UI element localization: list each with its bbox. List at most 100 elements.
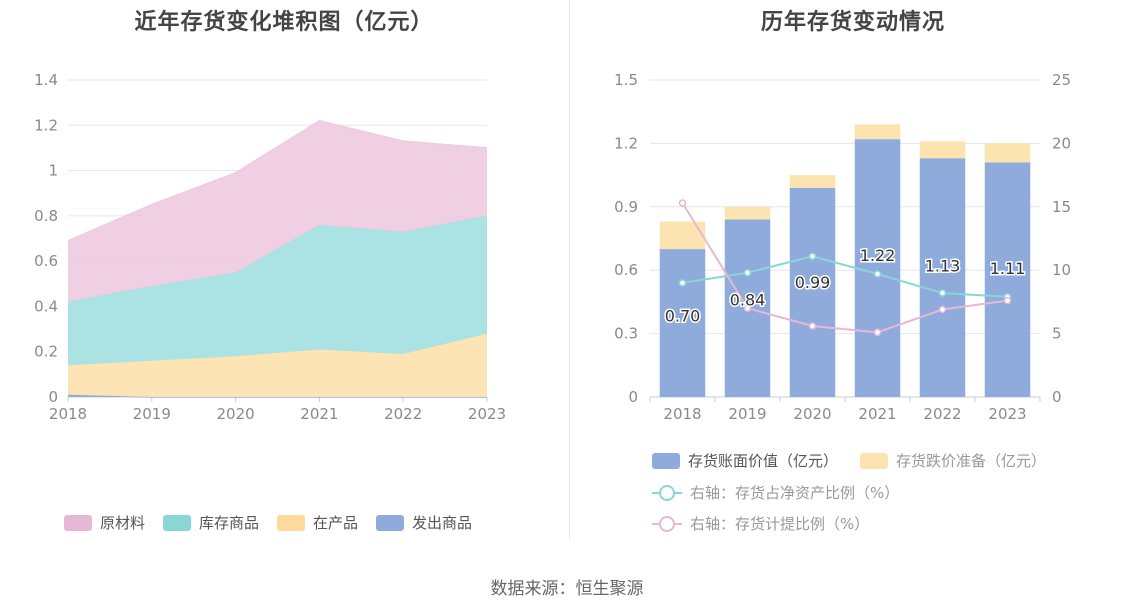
y-left-tick-label: 0.3 [614,325,638,343]
x-tick-label: 2023 [988,405,1026,423]
bar-provision [854,124,901,140]
bar-data-label: 1.13 [925,257,961,276]
y-left-tick-label: 1.5 [614,71,638,89]
y-left-tick-label: 0.9 [614,198,638,216]
legend-label: 发出商品 [412,514,473,532]
y-tick-label: 0.4 [34,297,58,315]
right-chart-title: 历年存货变动情况 [760,10,945,35]
y-right-tick-label: 5 [1052,325,1062,343]
line-point [808,252,817,261]
bar-book-value [854,139,901,397]
y-tick-label: 1.4 [34,71,58,89]
line-point [743,304,752,312]
legend-swatch [64,514,92,531]
y-right-tick-label: 0 [1052,388,1062,406]
bar-data-label: 1.22 [860,246,896,265]
right-legend-line-2: 右轴：存货计提比例（%） [652,513,891,534]
bar-provision [724,206,771,220]
x-tick-label: 2020 [217,405,255,423]
left-chart-panel: 近年存货变化堆积图（亿元） 0 0.2 0.4 0.6 0.8 1 1.2 1.4 2018 20… [0,0,568,545]
y-tick-label: 1 [48,162,58,180]
y-tick-label: 0 [48,388,58,406]
legend-swatch [652,515,682,532]
line-point [873,270,882,278]
legend-item[interactable]: 在产品 [277,512,358,533]
x-tick-label: 2019 [728,405,766,423]
line-point [808,322,817,330]
line-point [678,279,687,287]
bar-book-value [919,158,966,397]
legend-label: 存货账面价值（亿元） [688,452,839,470]
y-tick-label: 0.8 [34,207,58,225]
right-legend-bars: 存货账面价值（亿元） 存货跌价准备（亿元） [652,450,1068,471]
legend-swatch [652,484,682,501]
bar-provision [659,221,706,250]
legend-item[interactable]: 发出商品 [376,512,472,533]
right-legend-line-1: 右轴：存货占净资产比例（%） [652,482,921,503]
x-tick-label: 2023 [468,405,506,423]
area-4 [68,120,487,302]
line-point [678,199,687,207]
left-chart-title: 近年存货变化堆积图（亿元） [134,10,434,35]
bar-data-label: 0.84 [730,290,766,309]
legend-item[interactable]: 库存商品 [163,512,259,533]
legend-item[interactable]: 右轴：存货占净资产比例（%） [652,482,899,503]
bar-book-value [789,187,836,397]
bar-data-label: 1.11 [990,259,1026,278]
line-point [743,268,752,277]
y-right-tick-label: 20 [1052,134,1071,152]
legend-item[interactable]: 存货跌价准备（亿元） [860,450,1046,471]
line-series-2 [681,202,1008,334]
x-tick-label: 2022 [384,405,422,423]
y-right-tick-label: 25 [1052,71,1071,89]
y-tick-label: 0.2 [34,343,58,361]
legend-label: 在产品 [313,514,359,532]
area-edge-4 [67,119,488,242]
x-tick-label: 2020 [793,405,831,423]
y-left-tick-label: 1.2 [614,134,638,152]
line-point [873,328,882,337]
left-area-chart: 0 0.2 0.4 0.6 0.8 1 1.2 1.4 2018 2019 2020 2021 2022… [34,71,506,423]
bar-book-value [659,249,706,397]
x-tick-label: 2021 [858,405,896,423]
y-right-tick-label: 15 [1052,198,1071,216]
bar-provision [789,175,836,188]
x-tick-label: 2022 [923,405,961,423]
y-left-tick-label: 0.6 [614,261,638,279]
x-tick-label: 2021 [300,405,338,423]
legend-item[interactable]: 存货账面价值（亿元） [652,450,838,471]
right-chart-panel: 历年存货变动情况 0 0.3 0.6 0.9 1.2 1.5 0 5 10 15 20 25 2018 2… [572,0,1134,545]
legend-label: 右轴：存货占净资产比例（%） [690,484,900,502]
y-tick-label: 1.2 [34,116,58,134]
y-right-tick-label: 10 [1052,261,1071,279]
bar-provision [919,141,966,159]
x-tick-label: 2018 [663,405,701,423]
y-left-tick-label: 0 [628,388,638,406]
bar-data-label: 0.99 [795,273,831,292]
right-bar-line-chart: 0 0.3 0.6 0.9 1.2 1.5 0 5 10 15 20 25 2018 2019 2020 20… [614,71,1071,423]
bar-provision [984,143,1031,163]
legend-label: 原材料 [100,514,146,532]
legend-swatch [860,452,889,469]
legend-label: 存货跌价准备（亿元） [896,452,1047,470]
line-point [1003,296,1012,305]
bar-data-label: 0.70 [665,307,701,326]
legend-item[interactable]: 原材料 [64,512,145,533]
panel-divider [569,0,570,540]
legend-swatch [277,514,306,531]
legend-swatch [163,514,192,531]
line-series-1 [682,255,1008,298]
area-2 [68,333,487,397]
legend-swatch [376,514,405,531]
legend-item[interactable]: 右轴：存货计提比例（%） [652,513,869,534]
legend-label: 库存商品 [199,514,260,532]
left-legend: 原材料 库存商品 在产品 发出商品 [64,512,490,533]
x-tick-label: 2018 [49,405,87,423]
bar-book-value [984,162,1031,397]
line-point [938,305,947,314]
area-1 [68,394,487,397]
y-tick-label: 0.6 [34,252,58,270]
data-source: 数据来源：恒生聚源 [490,579,644,599]
x-tick-label: 2019 [133,405,171,423]
legend-swatch [652,452,680,469]
